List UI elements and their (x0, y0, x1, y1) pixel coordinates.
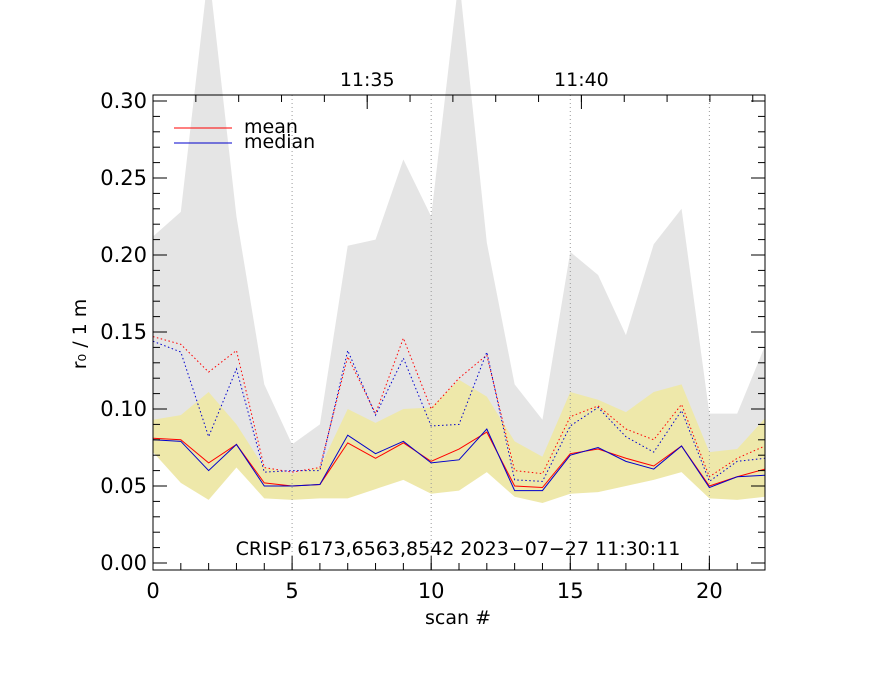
series-line-mean (153, 431, 765, 489)
x-tick-label: 10 (418, 579, 445, 603)
x-axis-label: scan # (425, 607, 491, 629)
series-line-median (153, 428, 765, 492)
y-tick-label: 0.20 (100, 243, 147, 267)
legend-label-mean: mean (244, 116, 298, 138)
lines-layer (153, 336, 765, 492)
x-tick-label: 15 (557, 579, 584, 603)
y-axis-label: r₀ / 1 m (69, 299, 91, 370)
chart-annotation: CRISP 6173,6563,8542 2023−07−27 11:30:11 (236, 538, 681, 560)
legend-label-median: median (244, 131, 315, 153)
series-line-dotted-3 (153, 340, 765, 483)
band-range (153, 0, 765, 490)
x-tick-label: 0 (146, 579, 159, 603)
x-tick-label: 5 (285, 579, 298, 603)
y-tick-label: 0.10 (100, 397, 147, 421)
series-line-dotted-2 (153, 336, 765, 478)
top-tick-label: 11:35 (340, 69, 395, 91)
y-tick-label: 0.25 (100, 166, 147, 190)
axes-layer: 0.00 0.05 0.10 0.15 0.20 0.25 0.30 0 5 10 15 20 11:3… (100, 69, 766, 603)
y-tick-label: 0.30 (100, 89, 147, 113)
y-tick-label: 0.05 (100, 474, 147, 498)
y-tick-label: 0.15 (100, 320, 147, 344)
bottom-mask (0, 571, 880, 680)
x-tick-label: 20 (696, 579, 723, 603)
band-spread (153, 379, 765, 503)
top-tick-label: 11:40 (554, 69, 609, 91)
y-tick-label: 0.00 (100, 551, 147, 575)
